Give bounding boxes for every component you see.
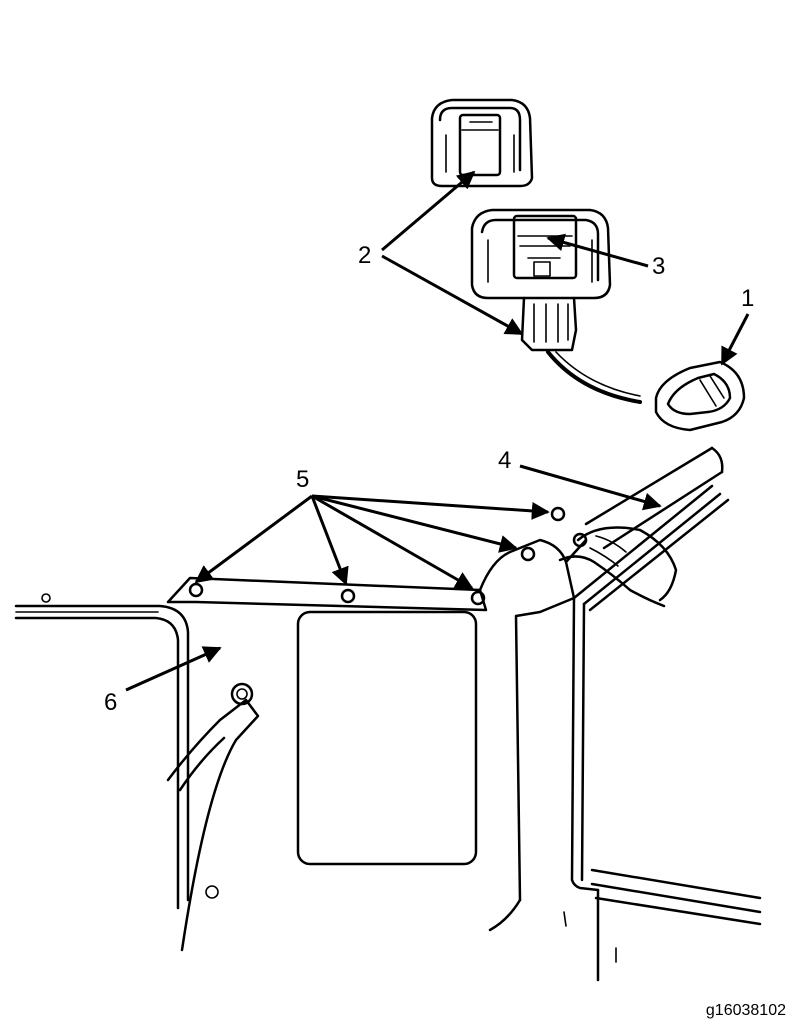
light-assembly [584, 446, 724, 550]
technician-hand [558, 526, 678, 608]
lens-cover-part [430, 98, 534, 188]
wire-harness [546, 350, 642, 404]
leader-lines [125, 170, 750, 692]
callout-5: 5 [296, 466, 309, 493]
figure-id: g16038102 [705, 1002, 786, 1019]
bulb-clip-part [654, 360, 746, 432]
cab-frame [14, 484, 762, 982]
callout-3: 3 [652, 253, 665, 280]
support-strut [166, 682, 260, 952]
mounting-bolts [188, 506, 588, 606]
callout-4: 4 [498, 447, 511, 474]
callout-1: 1 [741, 285, 754, 312]
callout-6: 6 [104, 689, 117, 716]
callout-2: 2 [358, 242, 371, 269]
light-housing-part [470, 208, 612, 352]
